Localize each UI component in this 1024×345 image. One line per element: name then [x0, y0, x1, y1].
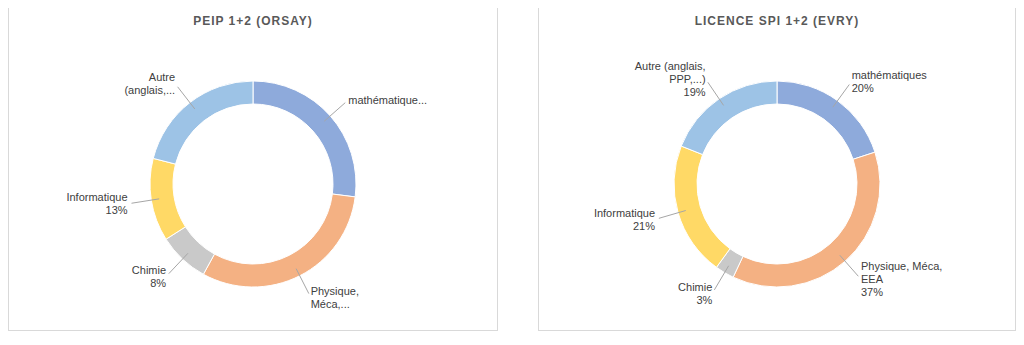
svg-text:mathématiques20%: mathématiques20%: [852, 69, 928, 94]
svg-text:Physique,Méca,...: Physique,Méca,...: [311, 285, 359, 310]
svg-text:mathématique...: mathématique...: [348, 94, 427, 106]
svg-text:Informatique13%: Informatique13%: [66, 191, 127, 216]
svg-text:Autre (anglais,PPP,...)19%: Autre (anglais,PPP,...)19%: [635, 60, 706, 98]
svg-text:Informatique21%: Informatique21%: [594, 207, 655, 232]
html-text:LICENCE SPI 1+2 (EVRY): LICENCE SPI 1+2 (EVRY): [694, 14, 860, 28]
svg-text:Physique, Méca,EEA37%: Physique, Méca,EEA37%: [861, 260, 942, 298]
svg-text:Chimie3%: Chimie3%: [678, 281, 712, 306]
svg-text:Chimie8%: Chimie8%: [132, 264, 166, 289]
html-text:PEIP 1+2 (ORSAY): PEIP 1+2 (ORSAY): [193, 14, 313, 28]
svg-text:Autre(anglais,...: Autre(anglais,...: [124, 71, 175, 96]
